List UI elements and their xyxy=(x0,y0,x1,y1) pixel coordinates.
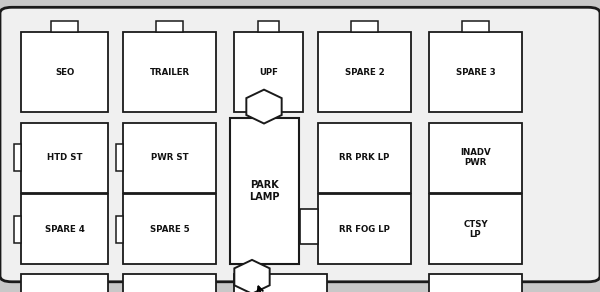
Polygon shape xyxy=(247,90,281,124)
Bar xyxy=(116,216,123,243)
Bar xyxy=(234,274,327,292)
Bar xyxy=(429,194,522,264)
Bar xyxy=(230,118,299,264)
Text: RR FOG LP: RR FOG LP xyxy=(339,225,390,234)
Text: SPARE 3: SPARE 3 xyxy=(455,68,496,77)
Bar xyxy=(429,32,522,112)
Bar xyxy=(258,21,279,32)
Bar xyxy=(14,144,21,171)
Text: SPARE 2: SPARE 2 xyxy=(344,68,385,77)
Bar xyxy=(14,216,21,243)
Bar xyxy=(123,194,216,264)
Bar xyxy=(234,32,303,112)
Text: SEO: SEO xyxy=(55,68,74,77)
Text: INADV
PWR: INADV PWR xyxy=(460,148,491,167)
Bar xyxy=(461,21,490,32)
Bar xyxy=(155,21,184,32)
Bar xyxy=(318,194,411,264)
Bar xyxy=(318,32,411,112)
Bar xyxy=(123,32,216,112)
Bar xyxy=(21,32,108,112)
Text: HTD ST: HTD ST xyxy=(47,153,82,162)
Bar xyxy=(123,274,216,292)
Bar xyxy=(318,123,411,193)
Bar xyxy=(123,123,216,193)
Text: UPF: UPF xyxy=(259,68,278,77)
Bar xyxy=(350,21,379,32)
Bar xyxy=(21,274,108,292)
Bar xyxy=(52,21,77,32)
Text: RR PRK LP: RR PRK LP xyxy=(340,153,389,162)
Text: SPARE 5: SPARE 5 xyxy=(149,225,190,234)
Text: PARK
LAMP: PARK LAMP xyxy=(249,180,280,202)
Bar xyxy=(300,209,318,244)
Bar xyxy=(429,123,522,193)
Text: PWR ST: PWR ST xyxy=(151,153,188,162)
Bar xyxy=(21,123,108,193)
FancyBboxPatch shape xyxy=(0,7,600,282)
Text: TRAILER: TRAILER xyxy=(149,68,190,77)
Bar xyxy=(21,194,108,264)
Text: SPARE 4: SPARE 4 xyxy=(44,225,85,234)
Text: CTSY
LP: CTSY LP xyxy=(463,220,488,239)
Bar xyxy=(429,274,522,292)
Polygon shape xyxy=(235,260,269,292)
Bar xyxy=(116,144,123,171)
